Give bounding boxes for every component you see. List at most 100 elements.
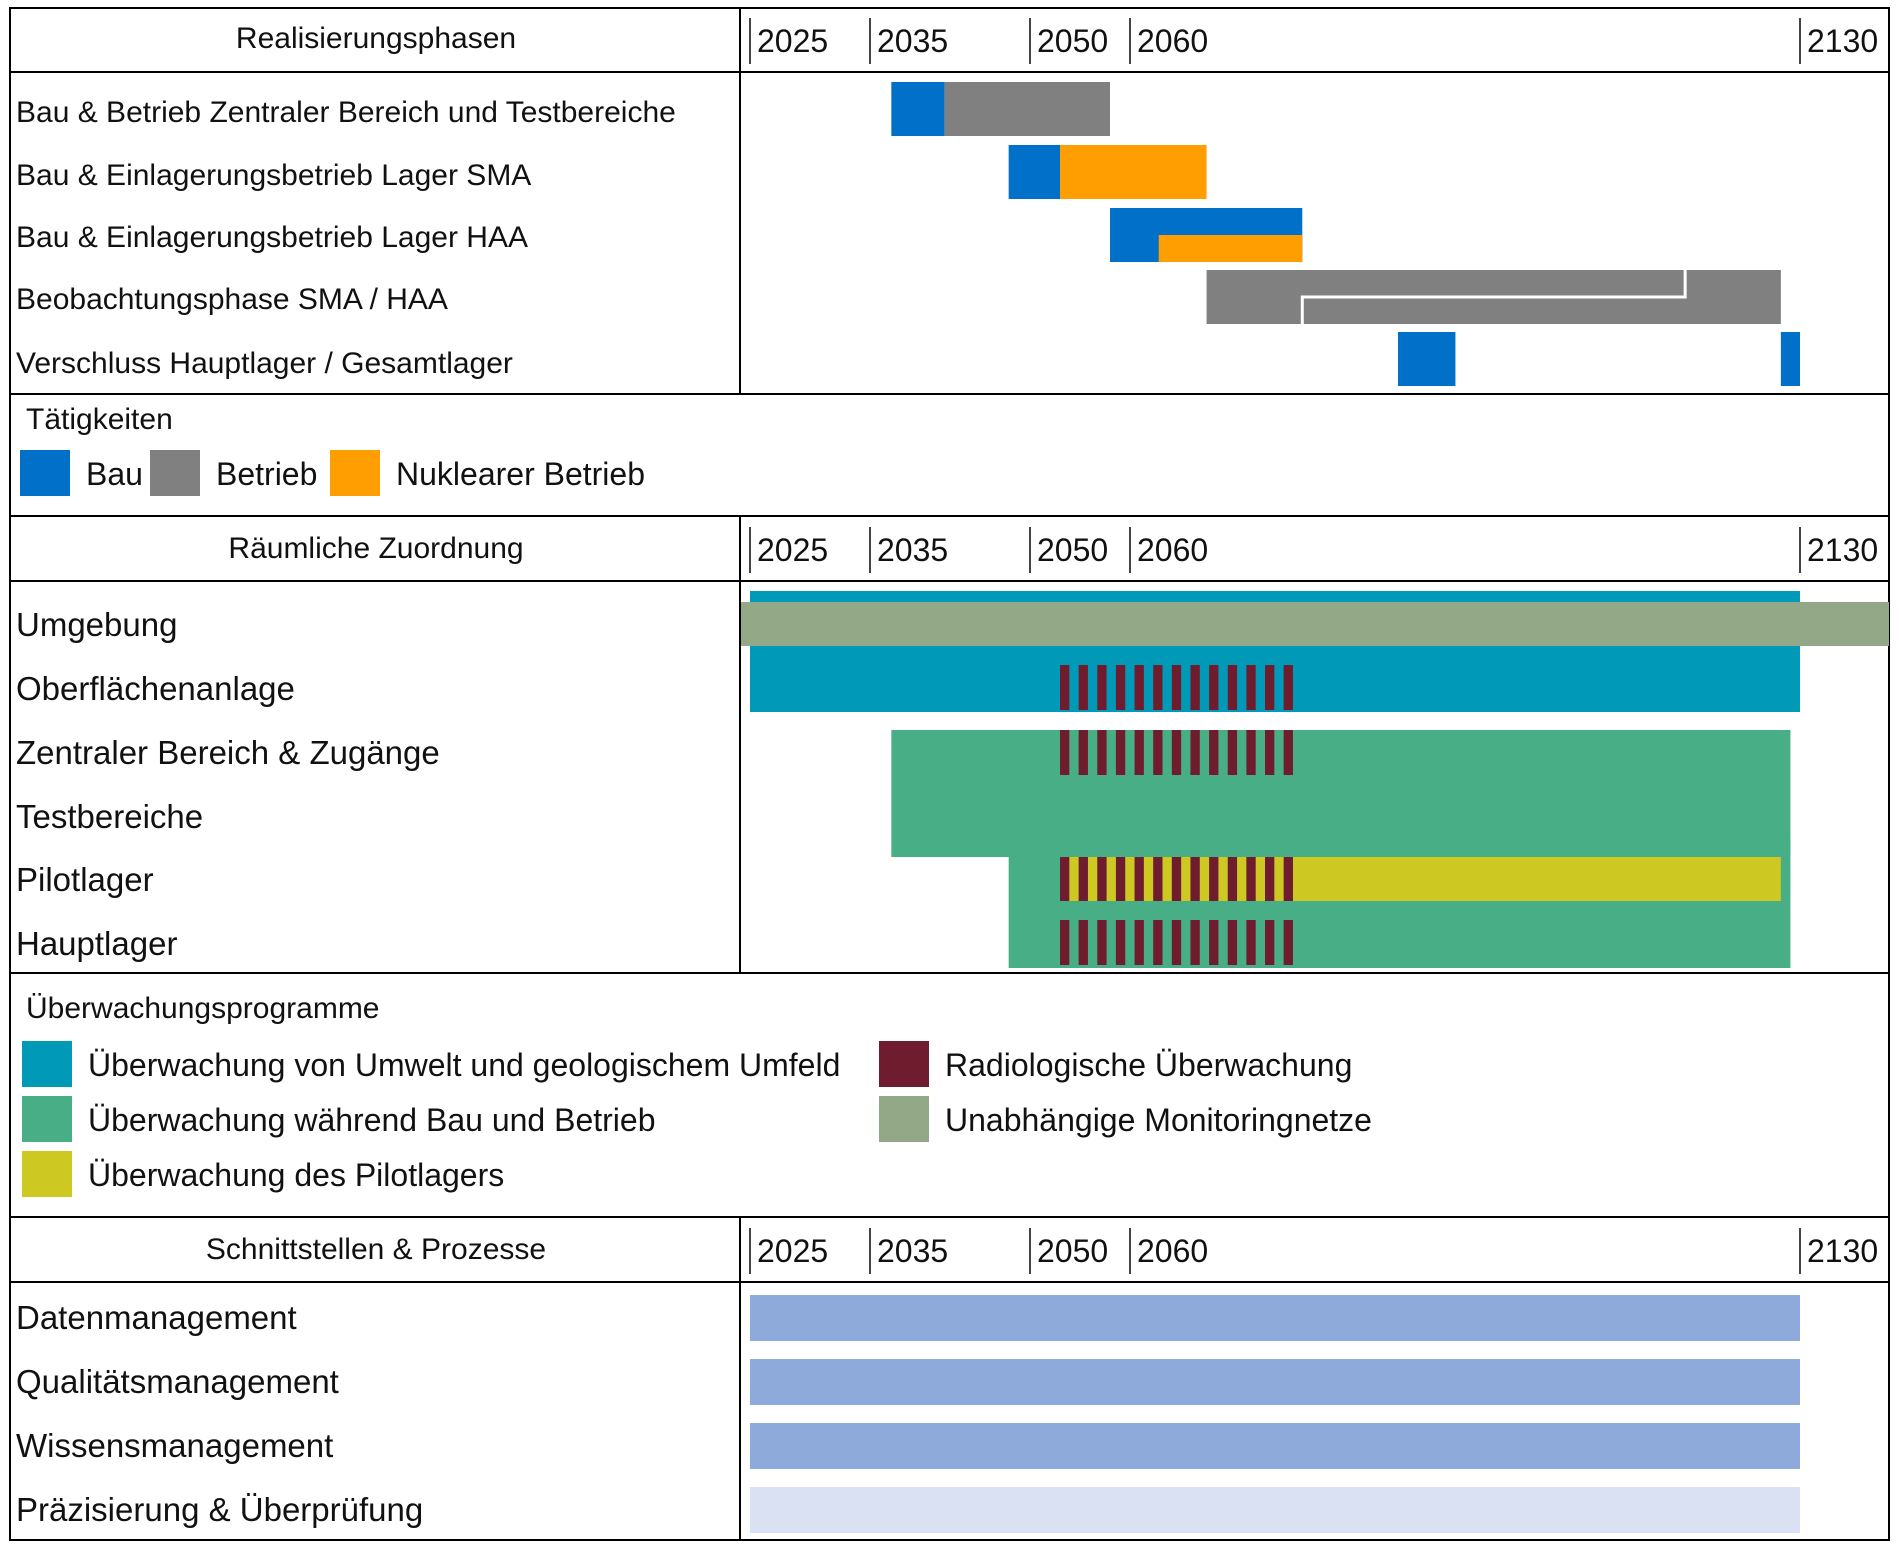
tick-2025: 2025 — [749, 1228, 828, 1274]
radiological-stripe — [1171, 730, 1182, 775]
legend-label-unabhaengig: Unabhängige Monitoringnetze — [945, 1102, 1372, 1138]
radiological-stripe — [1190, 730, 1200, 775]
radiological-stripe — [1227, 920, 1238, 965]
radiological-stripe — [1246, 665, 1256, 710]
tick-2060: 2060 — [1129, 1228, 1208, 1274]
tick-2060: 2060 — [1129, 527, 1208, 573]
tick-2050: 2050 — [1029, 527, 1108, 573]
radiological-stripe — [1153, 920, 1163, 965]
radiological-stripe — [1171, 665, 1182, 710]
legend-swatch-unabhaengig — [879, 1096, 929, 1142]
radiological-stripe — [1246, 730, 1256, 775]
radiological-stripe — [1153, 665, 1163, 710]
legend-swatch-betrieb — [150, 450, 200, 496]
spatial-row-label: Oberflächenanlage — [16, 670, 295, 707]
radiological-stripe — [1246, 920, 1256, 965]
radiological-stripe — [1283, 665, 1293, 710]
radiological-stripe — [1209, 857, 1219, 901]
radiological-stripe — [1153, 857, 1163, 901]
legend-label-radio: Radiologische Überwachung — [945, 1047, 1353, 1083]
tick-2025: 2025 — [749, 18, 828, 64]
radiological-stripe — [1171, 857, 1182, 901]
radiological-stripe — [1078, 730, 1088, 775]
tick-2035: 2035 — [869, 527, 948, 573]
activities-legend-title: Tätigkeiten — [26, 403, 173, 436]
legend-swatch-bau — [20, 450, 70, 496]
phase-bar — [1398, 332, 1456, 386]
radiological-stripe — [1078, 920, 1088, 965]
legend-swatch-radio — [879, 1041, 929, 1087]
spatial-row-label: Testbereiche — [16, 798, 204, 835]
radiological-stripe — [1097, 665, 1107, 710]
tick-2025: 2025 — [749, 527, 828, 573]
legend-label-pilot: Überwachung des Pilotlagers — [88, 1157, 505, 1193]
process-row-label: Qualitätsmanagement — [16, 1363, 339, 1400]
processes-title: Schnittstellen & Prozesse — [205, 1233, 547, 1266]
tick-2035: 2035 — [869, 1228, 948, 1274]
col-divider-2 — [739, 515, 741, 974]
phase-row-label: Bau & Betrieb Zentraler Bereich und Test… — [16, 96, 676, 129]
frame-left — [9, 7, 11, 1541]
monitoring-legend-title: Überwachungsprogramme — [26, 992, 380, 1025]
sec2-header-divider — [9, 580, 1890, 582]
spatial-row-label: Umgebung — [16, 606, 178, 643]
legend-swatch-nuklear — [330, 450, 380, 496]
tick-2130: 2130 — [1799, 527, 1878, 573]
radiological-stripe — [1227, 730, 1238, 775]
phase-row-label: Verschluss Hauptlager / Gesamtlager — [16, 347, 513, 380]
spatial-row-label: Zentraler Bereich & Zugänge — [16, 734, 440, 771]
phase-bar — [1302, 297, 1686, 324]
frame-top — [9, 7, 1890, 9]
radiological-stripe — [1078, 857, 1088, 901]
radiological-stripe — [1134, 665, 1144, 710]
radiological-stripe — [1097, 730, 1107, 775]
monitoring-bar-unabhaengig — [741, 602, 1889, 646]
radiological-stripe — [1190, 857, 1200, 901]
phases-title: Realisierungsphasen — [235, 22, 517, 55]
process-bar — [750, 1359, 1800, 1405]
radiological-stripe — [1265, 857, 1275, 901]
phase-row-label: Bau & Einlagerungsbetrieb Lager HAA — [16, 221, 528, 254]
legend-label-nuklear: Nuklearer Betrieb — [396, 456, 645, 492]
radiological-stripe — [1283, 920, 1293, 965]
spatial-title: Räumliche Zuordnung — [228, 532, 524, 565]
spatial-row-label: Hauptlager — [16, 925, 178, 962]
radiological-stripe — [1190, 920, 1200, 965]
legend1-bottom — [9, 515, 1890, 517]
sec1-bottom — [9, 393, 1890, 395]
monitoring-bar-bau-betrieb — [891, 730, 1791, 857]
sec2-bottom — [9, 972, 1890, 974]
radiological-stripe — [1209, 665, 1219, 710]
radiological-stripe — [1115, 730, 1126, 775]
radiological-stripe — [1115, 857, 1126, 901]
frame-bottom — [9, 1539, 1890, 1541]
phase-bar — [944, 82, 1110, 136]
legend2-bottom — [9, 1216, 1890, 1218]
radiological-stripe — [1097, 857, 1107, 901]
sec1-header-divider — [9, 71, 1890, 73]
legend-swatch-umwelt — [22, 1041, 72, 1087]
tick-2050: 2050 — [1029, 1228, 1108, 1274]
process-row-label: Datenmanagement — [16, 1299, 297, 1336]
col-divider-3 — [739, 1216, 741, 1541]
phase-row-label: Beobachtungsphase SMA / HAA — [16, 283, 448, 316]
radiological-stripe — [1227, 857, 1238, 901]
radiological-stripe — [1209, 730, 1219, 775]
radiological-stripe — [1153, 730, 1163, 775]
phase-bar — [1008, 145, 1060, 199]
process-row-label: Präzisierung & Überprüfung — [16, 1491, 424, 1528]
phase-bar-outline — [1300, 270, 1687, 324]
process-bar — [750, 1295, 1800, 1341]
radiological-stripe — [1115, 665, 1126, 710]
process-bar — [750, 1487, 1800, 1533]
radiological-stripe — [1134, 920, 1144, 965]
radiological-stripe — [1078, 665, 1088, 710]
legend-label-bau-betrieb: Überwachung während Bau und Betrieb — [88, 1102, 656, 1138]
legend-label-umwelt: Überwachung von Umwelt und geologischem … — [88, 1047, 841, 1083]
tick-2035: 2035 — [869, 18, 948, 64]
radiological-stripe — [1283, 857, 1293, 901]
tick-2130: 2130 — [1799, 1228, 1878, 1274]
radiological-stripe — [1115, 920, 1126, 965]
sec3-header-divider — [9, 1281, 1890, 1283]
